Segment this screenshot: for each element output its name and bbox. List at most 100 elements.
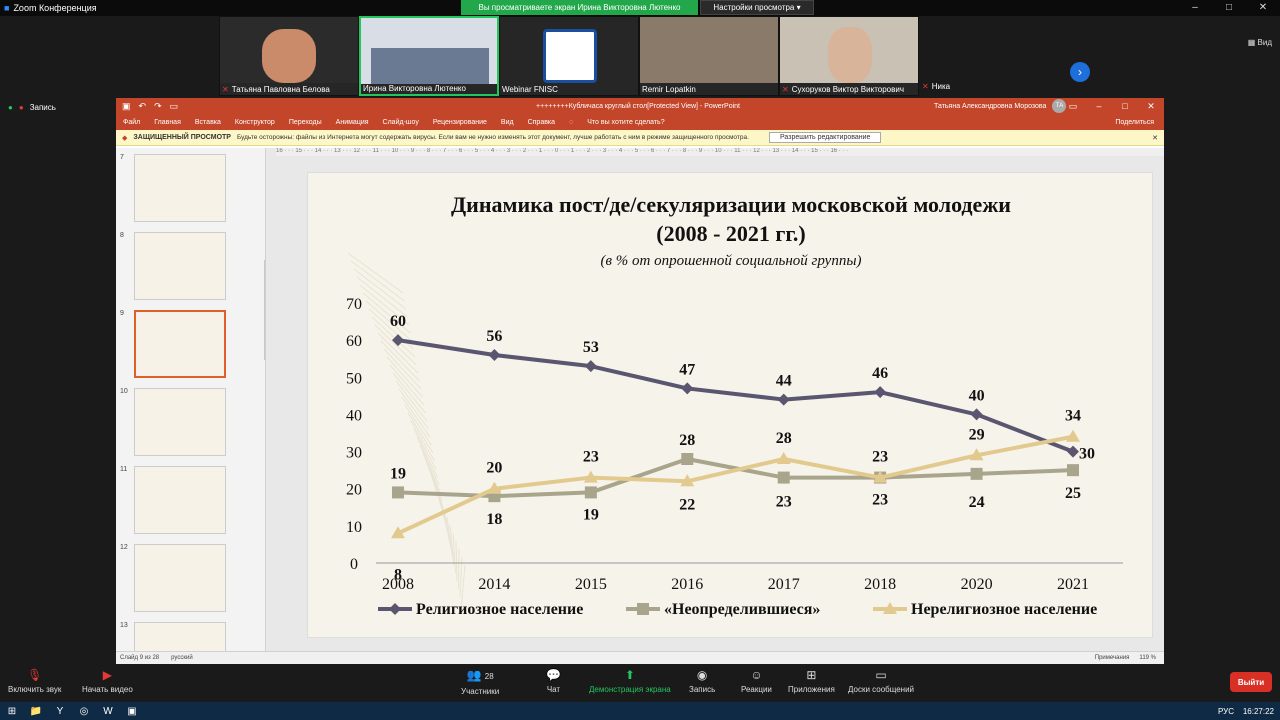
tab-animation[interactable]: Анимация [335, 118, 369, 126]
maximize-button[interactable]: □ [1122, 100, 1128, 111]
chrome-icon[interactable]: ◎ [79, 705, 89, 717]
data-label: 20 [486, 460, 502, 477]
data-point [969, 448, 984, 461]
slide-thumbnail[interactable] [134, 154, 226, 222]
chat-button[interactable]: 💬 Чат [546, 668, 561, 694]
tell-me-search[interactable]: Что вы хотите сделать? [587, 118, 665, 126]
minimize-button[interactable]: – [1192, 2, 1198, 13]
present-icon[interactable]: ▭ [169, 100, 179, 111]
slide-thumbnail[interactable] [134, 232, 226, 300]
protected-label: ЗАЩИЩЕННЫЙ ПРОСМОТР [133, 134, 231, 141]
tab-home[interactable]: Главная [154, 118, 181, 126]
participant-gallery: ✕ Татьяна Павловна Белова Ирина Викторовн… [0, 16, 1280, 96]
data-point [680, 474, 695, 487]
enable-editing-button[interactable]: Разрешить редактирование [769, 132, 882, 143]
slide-number: 13 [120, 622, 128, 629]
participant-tile-active[interactable]: Ирина Викторовна Лютенко [359, 16, 499, 96]
data-label: 30 [1079, 446, 1095, 463]
maximize-button[interactable]: □ [1225, 2, 1233, 13]
participants-icon: 👥 28 [466, 668, 494, 682]
legend-entry: «Неопределившиеся» [664, 601, 820, 618]
whiteboards-button[interactable]: ▭ Доски сообщений [848, 668, 914, 694]
y-tick-label: 10 [346, 519, 362, 536]
gallery-next-button[interactable]: › [1070, 62, 1090, 82]
zoom-logo-icon: ■ [4, 3, 10, 13]
apps-icon: ⊞ [806, 668, 817, 682]
participants-label: Участники [461, 687, 500, 696]
slide-thumbnail[interactable] [134, 466, 226, 534]
slide-number: 11 [120, 466, 128, 473]
reactions-button[interactable]: ☺ Реакции [741, 668, 772, 694]
apps-button[interactable]: ⊞ Приложения [788, 668, 835, 694]
slide-thumbnail[interactable] [134, 388, 226, 456]
ribbon-display-icon[interactable]: ▭ [1068, 100, 1078, 111]
data-label: 23 [872, 492, 888, 509]
whiteboards-label: Доски сообщений [848, 685, 915, 694]
windows-start-icon[interactable]: ⊞ [7, 705, 17, 717]
tab-design[interactable]: Конструктор [234, 118, 275, 126]
data-label: 28 [776, 430, 792, 447]
data-label: 60 [390, 313, 406, 330]
data-point [970, 467, 983, 480]
close-icon[interactable]: ✕ [1152, 134, 1158, 142]
slide-thumbnail[interactable] [134, 622, 226, 651]
word-icon[interactable]: W [103, 705, 113, 717]
undo-icon[interactable]: ↶ [138, 100, 147, 111]
zoom-taskbar-icon[interactable]: ▣ [127, 705, 137, 717]
data-point [1066, 429, 1080, 442]
view-button[interactable]: ▦ Вид [1248, 38, 1272, 47]
share-screen-button[interactable]: ⬆ Демонстрация экрана [589, 668, 671, 694]
protected-message: Будьте осторожны: файлы из Интернета мог… [236, 134, 749, 141]
keyboard-language[interactable]: РУС [1217, 706, 1234, 716]
y-tick-label: 50 [346, 370, 362, 387]
slide-canvas: Динамика пост/де/секуляризации московско… [307, 172, 1153, 638]
participant-tile[interactable]: Remir Lopatkin [639, 16, 779, 96]
tab-insert[interactable]: Вставка [194, 118, 221, 126]
close-button[interactable]: ✕ [1147, 100, 1155, 111]
status-language: русский [171, 655, 193, 661]
participants-button[interactable]: 👥 28 Участники [461, 668, 499, 696]
feather-decoration [347, 252, 466, 606]
close-button[interactable]: ✕ [1258, 2, 1268, 13]
participant-tile[interactable]: ✕ Сухоруков Виктор Викторович [779, 16, 919, 96]
participant-tile[interactable]: ✕ Ника [922, 82, 950, 91]
tab-slideshow[interactable]: Слайд-шоу [382, 118, 419, 126]
thumbnail-scrollbar[interactable] [264, 260, 265, 360]
tab-file[interactable]: Файл [123, 118, 141, 126]
start-video-button[interactable]: ▶ Начать видео [82, 668, 133, 694]
tab-view[interactable]: Вид [500, 118, 514, 126]
slide-thumbnail[interactable] [134, 544, 226, 612]
participant-tile[interactable]: Webinar FNISC [499, 16, 639, 96]
data-point [1067, 445, 1079, 458]
share-button[interactable]: Поделиться [1115, 118, 1154, 126]
data-point [1067, 464, 1079, 477]
leave-button[interactable]: Выйти [1230, 672, 1272, 692]
shield-icon: ◆ [122, 134, 128, 142]
ppt-ribbon-tabs: Файл Главная Вставка Конструктор Переход… [116, 114, 1164, 130]
slide-thumbnail-selected[interactable] [134, 310, 226, 378]
participant-tile[interactable]: ✕ Татьяна Павловна Белова [219, 16, 359, 96]
data-point [584, 486, 597, 499]
notes-button[interactable]: Примечания [1094, 655, 1130, 661]
yandex-browser-icon[interactable]: Y [56, 705, 64, 717]
chart-title-line2: (2008 - 2021 гг.) [656, 221, 805, 246]
tab-help[interactable]: Справка [527, 118, 556, 126]
data-label: 56 [486, 328, 502, 345]
record-button[interactable]: ◉ Запись [689, 668, 715, 694]
redo-icon[interactable]: ↷ [154, 100, 162, 111]
file-explorer-icon[interactable]: 📁 [29, 705, 43, 717]
camera-off-icon: ▶ [102, 668, 113, 682]
series-line [397, 338, 1074, 454]
unmute-button[interactable]: 🎙 Включить звук [8, 668, 61, 694]
save-icon[interactable]: ▣ [122, 100, 131, 111]
data-point [873, 470, 888, 483]
view-settings-button[interactable]: Настройки просмотра ▾ [700, 0, 814, 15]
horizontal-ruler: 16 · · · 15 · · · 14 · · · 13 · · · 12 ·… [276, 148, 1164, 156]
tab-review[interactable]: Рецензирование [432, 118, 487, 126]
zoom-level[interactable]: 119 % [1139, 655, 1156, 661]
fnisc-logo-icon [543, 29, 597, 83]
tab-transitions[interactable]: Переходы [288, 118, 322, 126]
record-label: Запись [689, 685, 716, 694]
user-avatar[interactable]: ТА [1052, 99, 1067, 113]
minimize-button[interactable]: – [1096, 100, 1102, 111]
